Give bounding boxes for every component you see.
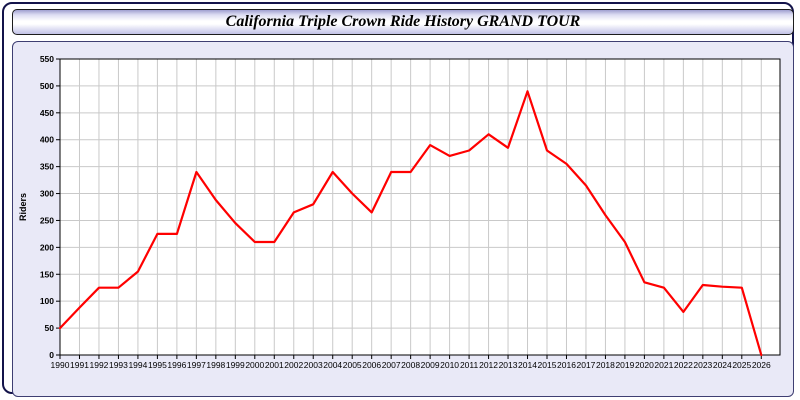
x-axis-tick-label: 1991: [70, 360, 89, 370]
x-axis-tick-label: 1995: [148, 360, 167, 370]
x-axis-tick-label: 1998: [206, 360, 225, 370]
x-axis-tick-label: 2024: [713, 360, 732, 370]
x-axis-tick-label: 2012: [479, 360, 498, 370]
x-axis-tick-label: 2025: [732, 360, 751, 370]
x-axis-tick-label: 1990: [51, 360, 70, 370]
chart-panel: 0 50 100 150 200 250 300 350 400 450 500 550 1990 199…: [12, 41, 794, 397]
x-axis-tick-label: 2017: [576, 360, 595, 370]
y-axis-tick-label: 200: [40, 242, 54, 252]
x-axis-tick-label: 2010: [440, 360, 459, 370]
x-axis-tick-label: 2008: [401, 360, 420, 370]
y-axis-tick-label: 400: [40, 135, 54, 145]
x-axis-tick-label: 2005: [343, 360, 362, 370]
x-axis-tick-label: 2023: [693, 360, 712, 370]
plot-frame: [59, 58, 781, 356]
x-axis-tick-label: 1992: [89, 360, 108, 370]
x-axis-tick-label: 2007: [382, 360, 401, 370]
x-axis-tick-label: 1996: [167, 360, 186, 370]
chart-title-bar: California Triple Crown Ride History GRA…: [12, 9, 794, 35]
x-axis-tick-label: 2000: [245, 360, 264, 370]
y-axis-tick-label: 100: [40, 296, 54, 306]
x-axis-tick-label: 2002: [284, 360, 303, 370]
x-axis-tick-label: 2001: [265, 360, 284, 370]
x-axis-tick-label: 1997: [187, 360, 206, 370]
y-axis-tick-label: 350: [40, 162, 54, 172]
x-axis-tick-label: 2013: [499, 360, 518, 370]
x-axis-tick-label: 2014: [518, 360, 537, 370]
y-axis-title: Riders: [18, 193, 28, 221]
x-axis-tick-label: 1999: [226, 360, 245, 370]
y-axis-tick-label: 150: [40, 269, 54, 279]
y-axis-tick-label: 0: [49, 350, 54, 360]
y-axis-tick-label: 300: [40, 189, 54, 199]
x-axis-tick-label: 2016: [557, 360, 576, 370]
chart-window: California Triple Crown Ride History GRA…: [2, 2, 794, 397]
x-axis-tick-label: 2020: [635, 360, 654, 370]
x-axis-tick-label: 2009: [421, 360, 440, 370]
x-axis-tick-label: 2011: [460, 360, 479, 370]
y-axis-tick-label: 50: [45, 323, 55, 333]
x-axis-tick-label: 2004: [323, 360, 342, 370]
y-axis-tick-label: 500: [40, 81, 54, 91]
x-axis-tick-label: 2022: [674, 360, 693, 370]
x-axis-tick-label: 2006: [362, 360, 381, 370]
x-axis-tick-label: 2019: [615, 360, 634, 370]
x-axis-tick-label: 1993: [109, 360, 128, 370]
chart-title: California Triple Crown Ride History GRA…: [225, 13, 581, 30]
y-axis-tick-label: 450: [40, 108, 54, 118]
x-axis-tick-label: 2026: [752, 360, 771, 370]
x-axis-tick-label: 1994: [128, 360, 147, 370]
x-axis-tick-label: 2021: [654, 360, 673, 370]
y-axis-tick-label: 550: [40, 54, 54, 64]
riders-series-line: [58, 90, 763, 357]
x-axis-tick-label: 2018: [596, 360, 615, 370]
y-axis-tick-label: 250: [40, 215, 54, 225]
x-axis-tick-label: 2003: [304, 360, 323, 370]
x-axis-tick-label: 2015: [538, 360, 557, 370]
